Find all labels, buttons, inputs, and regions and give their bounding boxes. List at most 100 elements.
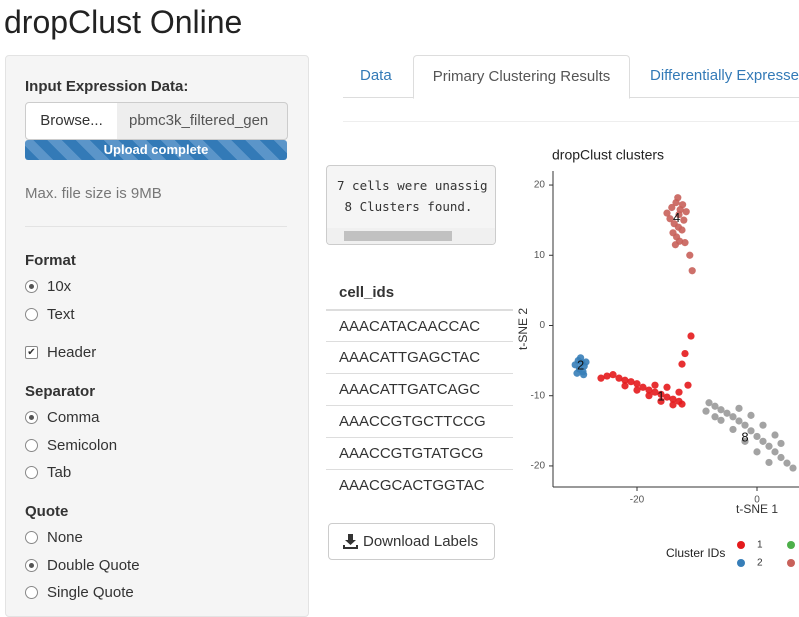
point (678, 400, 686, 408)
point (686, 251, 694, 259)
point (717, 416, 725, 424)
point (627, 378, 635, 386)
point (597, 374, 605, 382)
point (741, 421, 749, 429)
point (577, 354, 585, 362)
point (651, 381, 659, 389)
point (615, 374, 623, 382)
point (688, 267, 696, 275)
tab[interactable]: Differentially Expresse (650, 67, 799, 84)
point (679, 201, 687, 209)
quote-label: Quote (25, 503, 69, 520)
point (765, 458, 773, 467)
point (753, 432, 761, 441)
point (777, 453, 785, 462)
point (663, 209, 671, 217)
legend-swatch (737, 559, 745, 567)
point (678, 226, 686, 234)
point (573, 369, 581, 377)
page: dropClust Online Input Expression Data: … (4, 4, 799, 617)
radio[interactable] (25, 439, 38, 452)
point (609, 371, 617, 379)
radio-label: Text (47, 306, 75, 323)
point (729, 425, 737, 434)
point (621, 376, 629, 384)
radio-label: Comma (47, 409, 100, 426)
point (675, 210, 683, 219)
table-header: cell_ids (339, 284, 395, 301)
format-label: Format (25, 252, 76, 269)
divider (25, 226, 287, 227)
point (759, 437, 767, 445)
point (639, 383, 647, 391)
point (680, 216, 688, 224)
point (603, 372, 611, 380)
app-title: dropClust Online (4, 4, 243, 40)
table-row: AAACGCACTGGTAC (326, 469, 513, 502)
point (651, 388, 659, 396)
point (711, 413, 719, 421)
download-button[interactable]: Download Labels (328, 523, 495, 560)
point (674, 194, 682, 202)
point (723, 409, 731, 417)
radio[interactable] (25, 411, 38, 424)
radio[interactable] (25, 466, 38, 479)
separator-line (343, 121, 799, 122)
table-row: AAACATTGAGCTAC (326, 341, 513, 374)
checkbox[interactable]: ✔ (25, 346, 38, 359)
point (765, 442, 773, 450)
point (657, 397, 665, 405)
point (645, 386, 653, 394)
cluster-label: 1 (657, 389, 664, 404)
point (668, 203, 676, 212)
file-name: pbmc3k_filtered_gen (117, 102, 288, 140)
table-row: AAACCGTGCTTCCG (326, 405, 513, 438)
y-tick-label: 20 (534, 180, 546, 191)
point (657, 390, 665, 398)
radio[interactable] (25, 559, 38, 572)
radio[interactable] (25, 308, 38, 321)
point (747, 411, 755, 419)
scroll-thumb[interactable] (344, 231, 452, 241)
point (789, 464, 797, 472)
radio-label: 10x (47, 278, 72, 295)
legend-swatch (787, 559, 795, 567)
console-line: 8 Clusters found. (337, 199, 473, 214)
y-tick-label: -20 (531, 461, 546, 472)
cluster-label: 8 (741, 429, 748, 444)
point (669, 401, 677, 409)
point (663, 383, 671, 391)
point (582, 358, 590, 366)
scatter-chart: dropClust clusters t-SNE 1 t-SNE 2 Clust… (516, 147, 799, 569)
tab[interactable]: Data (360, 67, 392, 84)
point (621, 382, 629, 390)
point (702, 407, 710, 415)
point (717, 406, 725, 414)
point (663, 393, 671, 401)
point (759, 421, 767, 429)
legend-label: 2 (757, 558, 763, 569)
point (681, 239, 689, 247)
legend-title: Cluster IDs (666, 546, 725, 560)
point (705, 399, 713, 407)
table-row: AAACATACAACCAC (326, 309, 513, 343)
browse-button[interactable]: Browse... (25, 102, 118, 140)
point (633, 380, 641, 388)
progress-bar: Upload complete (25, 140, 287, 160)
radio[interactable] (25, 531, 38, 544)
point (771, 448, 779, 456)
x-tick-label: -20 (630, 495, 645, 506)
legend-swatch (787, 541, 795, 549)
radio[interactable] (25, 280, 38, 293)
point (669, 395, 677, 403)
radio-label: Double Quote (47, 557, 140, 574)
input-label: Input Expression Data: (25, 78, 189, 95)
point (681, 349, 689, 358)
point (735, 417, 743, 425)
tab-active[interactable]: Primary Clustering Results (413, 55, 630, 99)
point (675, 388, 683, 396)
point (682, 208, 690, 216)
scrollbar[interactable] (327, 228, 495, 244)
x-axis-label: t-SNE 1 (736, 502, 778, 516)
point (684, 381, 692, 389)
